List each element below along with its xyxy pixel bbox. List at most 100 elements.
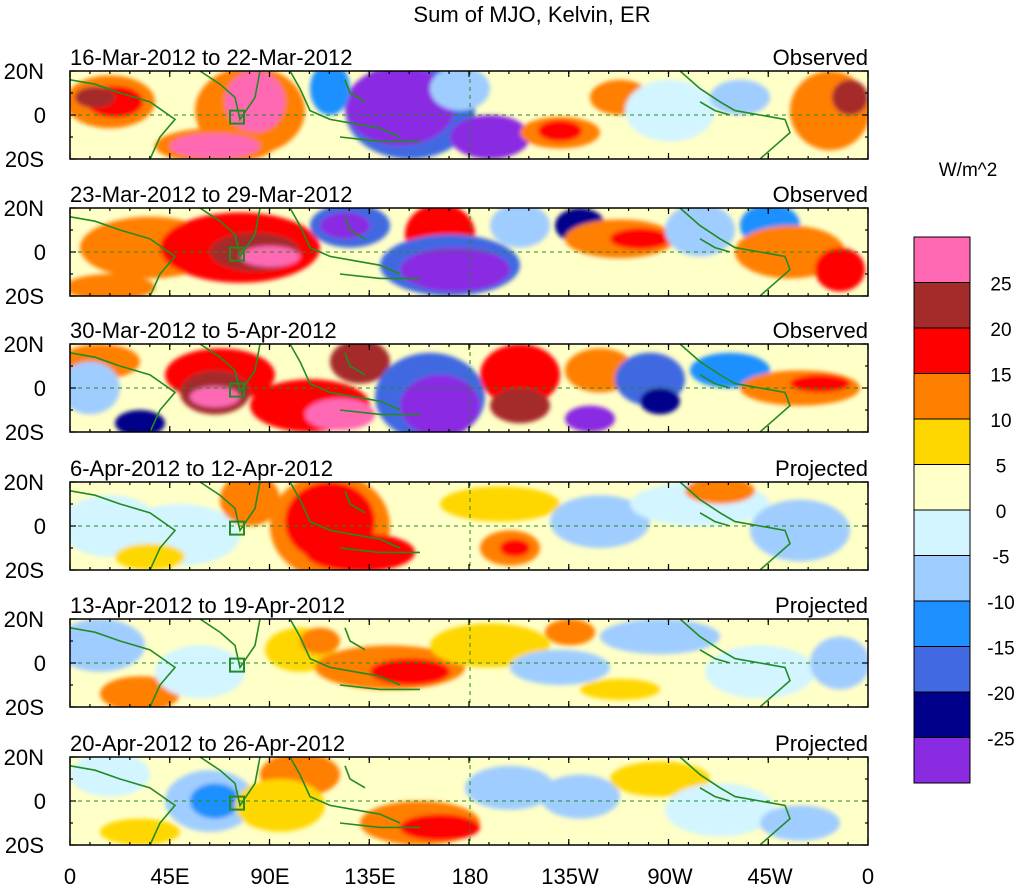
contour-region [300, 627, 340, 655]
map-panel: 23-Mar-2012 to 29-Mar-2012 Observed 20N 0 20… [4, 182, 869, 309]
contour-region [465, 765, 555, 810]
colorbar-tick-label: 5 [996, 457, 1007, 478]
contour-region [240, 245, 300, 267]
contour-region [220, 482, 280, 526]
colorbar-tick-label: -15 [987, 639, 1014, 660]
panel-status: Observed [773, 318, 868, 343]
contour-region [440, 486, 560, 522]
lat-label: 0 [34, 376, 46, 401]
axis-ticks [69, 207, 869, 297]
colorbar-tick-label: -25 [987, 730, 1014, 751]
contour-region [550, 495, 650, 548]
contour-region [832, 79, 868, 115]
lat-label: 0 [34, 651, 46, 676]
panel-status: Projected [775, 593, 868, 618]
colorbar-swatch [913, 646, 971, 693]
contour-region [370, 658, 450, 685]
contour-region [600, 619, 720, 655]
contour-region [100, 818, 180, 845]
map-panels: 16-Mar-2012 to 22-Mar-2012 Observed 20N 0 20… [4, 45, 869, 858]
lat-label: 0 [34, 514, 46, 539]
contour-region [640, 388, 680, 415]
contour-region [400, 814, 480, 841]
lat-label: 20N [4, 607, 44, 632]
contour-region [540, 774, 620, 819]
colorbar-swatch [913, 418, 971, 465]
lon-label: 135E [344, 864, 395, 889]
colorbar-swatch [913, 600, 971, 647]
axis-ticks [69, 481, 869, 571]
contour-region [400, 374, 480, 432]
panel-period: 13-Apr-2012 to 19-Apr-2012 [70, 593, 345, 618]
contour-region [450, 115, 530, 159]
contour-region [665, 208, 735, 257]
contour-region [430, 71, 490, 111]
colorbar-swatch [913, 327, 971, 374]
map-panel: 20-Apr-2012 to 26-Apr-2012 Projected 20N 0 2… [4, 731, 869, 858]
region-box [229, 795, 245, 811]
contour-region [70, 757, 150, 797]
region-box [229, 246, 245, 262]
contour-region [760, 805, 840, 841]
contour-region [510, 649, 610, 686]
colorbar-tick-label: 20 [990, 320, 1011, 341]
lat-label: 20N [4, 196, 44, 221]
contour-region [565, 405, 615, 432]
axis-ticks [69, 756, 869, 846]
colorbar-tick-label: 10 [990, 411, 1011, 432]
map-panel: 13-Apr-2012 to 19-Apr-2012 Projected 20N 0 2… [4, 593, 869, 720]
contour-region [320, 212, 370, 239]
contour-region [115, 543, 185, 570]
anomaly-field [70, 482, 868, 570]
lat-label: 20S [5, 695, 44, 720]
lon-label: 180 [452, 864, 489, 889]
colorbar-swatch [913, 509, 971, 556]
anomaly-field [70, 344, 868, 432]
colorbar-tick-label: 15 [990, 366, 1011, 387]
lat-label: 20N [4, 59, 44, 84]
axis-ticks [69, 70, 869, 160]
contour-region [235, 779, 325, 832]
contour-region [70, 619, 145, 672]
colorbar-swatch [913, 373, 971, 420]
lon-label: 135W [541, 864, 599, 889]
contour-region [790, 374, 850, 393]
anomaly-field [70, 71, 868, 159]
lat-label: 20S [5, 833, 44, 858]
panel-status: Projected [775, 456, 868, 481]
lat-label: 20S [5, 558, 44, 583]
panel-status: Observed [773, 45, 868, 70]
panel-period: 16-Mar-2012 to 22-Mar-2012 [70, 45, 352, 70]
panel-status: Observed [773, 182, 868, 207]
lat-label: 20S [5, 147, 44, 172]
lat-label: 20N [4, 332, 44, 357]
lat-label: 0 [34, 240, 46, 265]
panel-period: 6-Apr-2012 to 12-Apr-2012 [70, 456, 333, 481]
panel-period: 30-Mar-2012 to 5-Apr-2012 [70, 318, 337, 343]
contour-region [610, 228, 670, 250]
colorbar-tick-label: -20 [987, 684, 1014, 705]
contour-region [490, 208, 550, 248]
contour-region [190, 386, 240, 408]
colorbar-units: W/m^2 [939, 160, 998, 181]
region-box [229, 657, 245, 673]
anomaly-field [70, 619, 868, 707]
contour-region [70, 274, 155, 296]
contour-region [538, 120, 582, 142]
map-panel: 16-Mar-2012 to 22-Mar-2012 Observed 20N 0 20… [4, 45, 869, 172]
colorbar-swatch [913, 282, 971, 329]
lon-label: 0 [64, 864, 76, 889]
contour-region [430, 623, 550, 668]
panel-period: 23-Mar-2012 to 29-Mar-2012 [70, 182, 352, 207]
contour-region [625, 79, 715, 142]
contour-region [580, 678, 660, 700]
contour-region [305, 398, 375, 431]
contour-region [500, 539, 530, 557]
colorbar-tick-label: 0 [996, 502, 1007, 523]
colorbar-swatch [913, 691, 971, 738]
contour-region [750, 499, 850, 562]
contour-region [490, 388, 550, 424]
map-panel: 30-Mar-2012 to 5-Apr-2012 Observed 20N 0 20S [4, 318, 869, 445]
colorbar: W/m^2 25 20 15 10 5 0 -5 -10 -15 -20 -25 [913, 160, 1015, 784]
contour-region [75, 86, 115, 108]
